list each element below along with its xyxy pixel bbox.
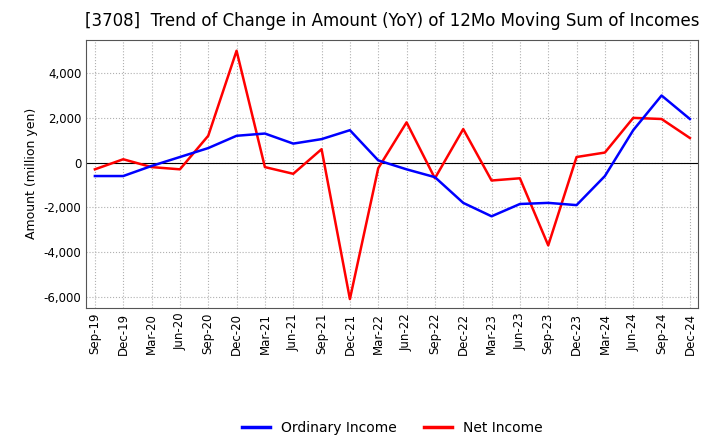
Net Income [657,116,666,121]
Ordinary Income [374,158,382,163]
Ordinary Income [629,128,637,133]
Ordinary Income [318,136,326,142]
Net Income [516,176,524,181]
Net Income [148,165,156,170]
Net Income [91,167,99,172]
Net Income [233,48,241,53]
Net Income [431,176,439,181]
Ordinary Income [176,154,184,160]
Net Income [318,147,326,152]
Net Income [459,126,467,132]
Ordinary Income [346,128,354,133]
Ordinary Income [572,202,581,208]
Ordinary Income [91,173,99,179]
Ordinary Income [289,141,297,146]
Net Income [487,178,496,183]
Ordinary Income [204,146,212,151]
Ordinary Income [402,167,411,172]
Ordinary Income [148,163,156,169]
Ordinary Income [685,116,694,121]
Net Income [600,150,609,155]
Ordinary Income [119,173,127,179]
Ordinary Income [600,173,609,179]
Net Income [374,165,382,171]
Net Income [544,243,552,248]
Ordinary Income [233,133,241,139]
Net Income [572,154,581,160]
Line: Net Income: Net Income [95,51,690,299]
Net Income [119,157,127,162]
Title: [3708]  Trend of Change in Amount (YoY) of 12Mo Moving Sum of Incomes: [3708] Trend of Change in Amount (YoY) o… [85,12,700,30]
Legend: Ordinary Income, Net Income: Ordinary Income, Net Income [236,415,549,440]
Ordinary Income [459,200,467,205]
Ordinary Income [516,202,524,207]
Net Income [204,133,212,139]
Net Income [629,115,637,121]
Net Income [261,165,269,170]
Net Income [685,136,694,141]
Net Income [289,171,297,176]
Ordinary Income [657,93,666,98]
Ordinary Income [544,200,552,205]
Net Income [346,297,354,302]
Net Income [176,167,184,172]
Ordinary Income [431,175,439,180]
Net Income [402,120,411,125]
Ordinary Income [261,131,269,136]
Y-axis label: Amount (million yen): Amount (million yen) [25,108,38,239]
Line: Ordinary Income: Ordinary Income [95,95,690,216]
Ordinary Income [487,214,496,219]
